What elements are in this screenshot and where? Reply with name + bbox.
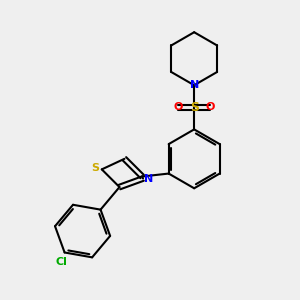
Text: S: S bbox=[190, 101, 199, 114]
Text: O: O bbox=[173, 102, 183, 112]
Text: S: S bbox=[91, 163, 99, 173]
Text: N: N bbox=[190, 80, 199, 90]
Text: N: N bbox=[145, 173, 154, 184]
Text: O: O bbox=[206, 102, 215, 112]
Text: Cl: Cl bbox=[56, 257, 68, 267]
